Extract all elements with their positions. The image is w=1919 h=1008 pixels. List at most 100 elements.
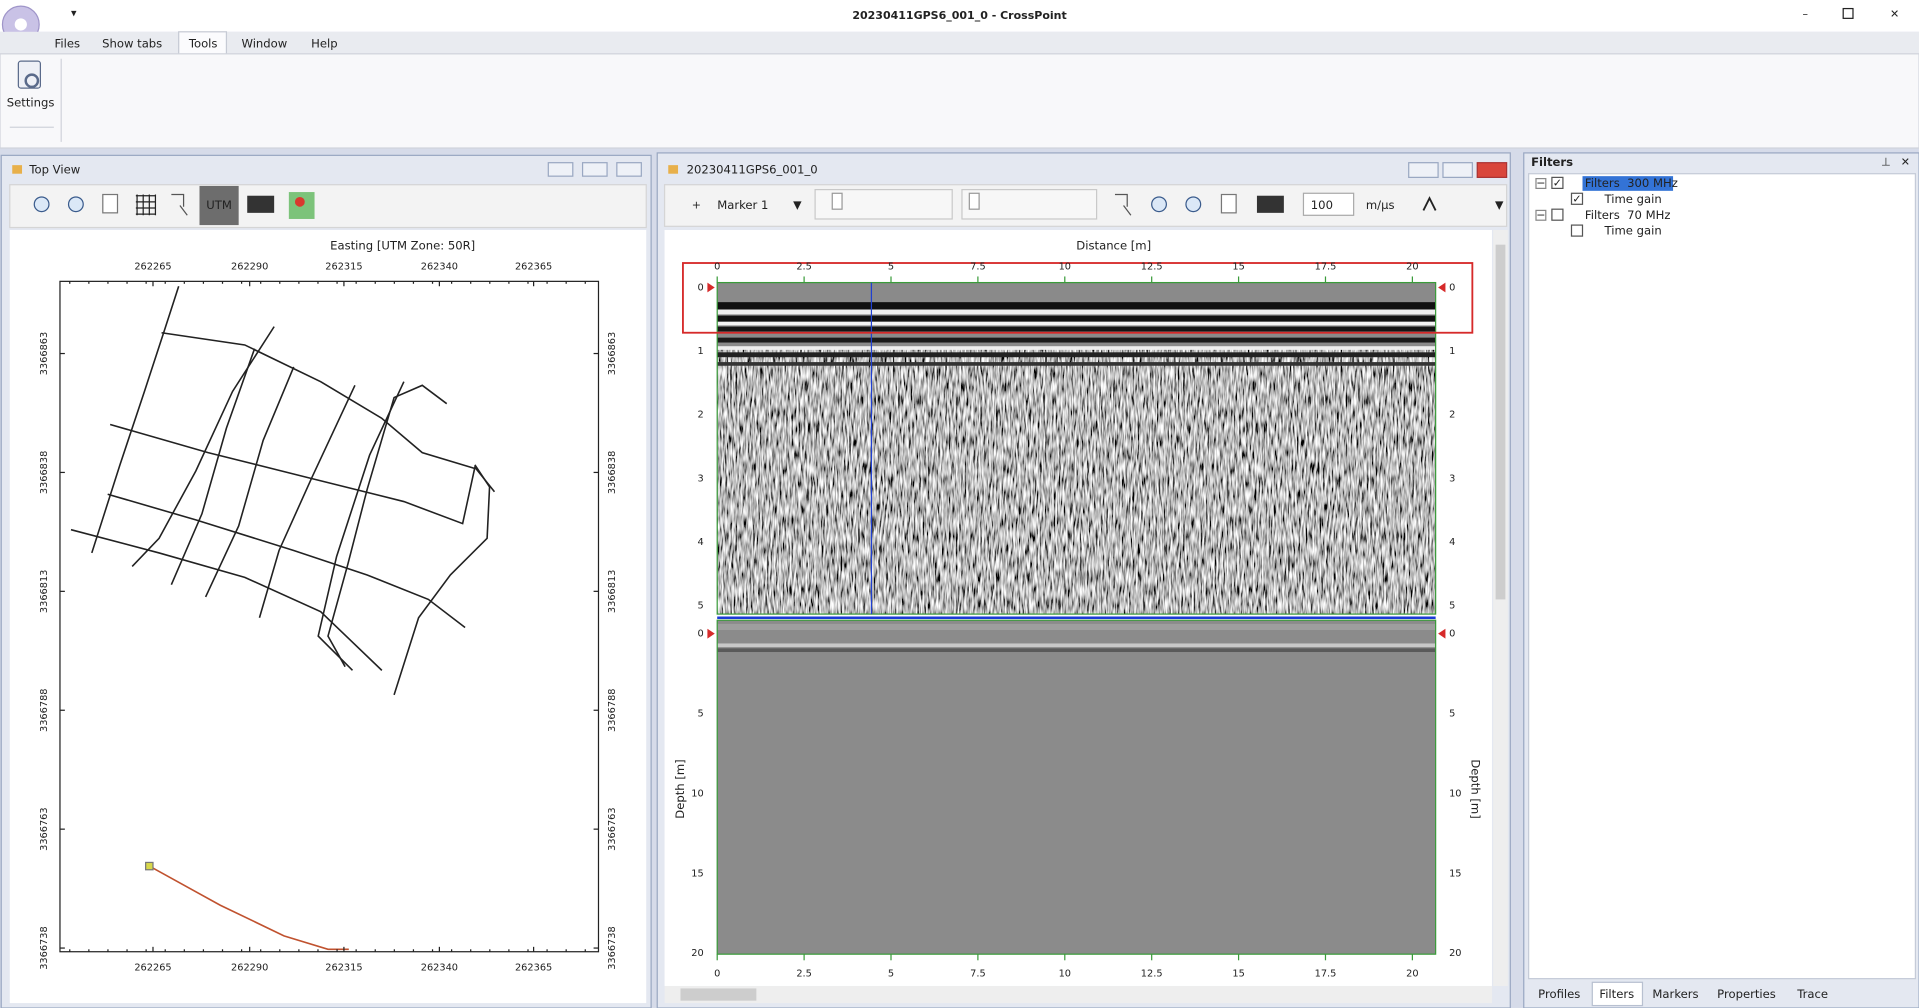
close-filters-button[interactable]: ✕ xyxy=(1901,156,1910,169)
depth-tick-label: 0 xyxy=(698,629,704,640)
panel-tab[interactable]: Trace xyxy=(1796,987,1828,1001)
panel-close[interactable] xyxy=(1476,162,1508,178)
vertical-scroll-thumb[interactable] xyxy=(1495,244,1506,600)
easting-tick-label: 262290 xyxy=(231,963,268,974)
depth-markers xyxy=(707,282,1446,639)
expand-toggle[interactable] xyxy=(1535,209,1547,221)
survey-track xyxy=(107,493,466,629)
toolbar-overflow[interactable]: ▼ xyxy=(1495,199,1504,212)
distance-tick-label: 0 xyxy=(714,262,720,273)
expand-toggle[interactable] xyxy=(1535,177,1547,189)
settings-label[interactable]: Settings xyxy=(7,95,55,109)
panel-tab[interactable]: Properties xyxy=(1717,987,1776,1001)
band xyxy=(717,362,1436,366)
select-button[interactable] xyxy=(1114,193,1132,216)
panel-restore[interactable] xyxy=(581,162,608,177)
depth-tick-label: 5 xyxy=(1449,601,1455,612)
radargram-70mhz xyxy=(717,620,1436,955)
profile-title: 20230411GPS6_001_0 xyxy=(687,163,818,177)
band xyxy=(717,623,1436,630)
depth-tick-label: 4 xyxy=(1449,537,1455,548)
slider-2[interactable] xyxy=(961,188,1098,220)
panel-minimize[interactable] xyxy=(547,162,574,177)
page-button[interactable] xyxy=(1220,193,1237,214)
distance-tick-label: 10 xyxy=(1059,969,1071,980)
zoom-out-button[interactable] xyxy=(67,196,84,213)
depth-tick-label: 0 xyxy=(1449,282,1455,293)
filter-checkbox[interactable] xyxy=(1551,208,1564,221)
close-button[interactable]: ✕ xyxy=(1890,8,1899,21)
northing-tick-label: 3366738 xyxy=(39,926,50,969)
menu-item[interactable]: Help xyxy=(311,37,337,51)
horizontal-scrollbar[interactable] xyxy=(664,985,1492,1004)
depth-tick-label: 3 xyxy=(698,473,704,484)
quick-access-dropdown[interactable]: ▾ xyxy=(71,6,77,19)
filter-label[interactable]: Time gain xyxy=(1604,192,1662,206)
marker-select[interactable]: Marker 1 xyxy=(717,198,768,212)
hyperbola-button[interactable] xyxy=(1422,196,1437,211)
distance-tick-label: 2.5 xyxy=(796,969,812,980)
zoom-in-button[interactable] xyxy=(33,196,50,213)
menu-item[interactable]: Tools xyxy=(188,37,218,51)
panel-minimize[interactable] xyxy=(1408,162,1439,178)
distance-tick-label: 17.5 xyxy=(1315,262,1337,273)
filter-checkbox[interactable] xyxy=(1570,224,1584,237)
depth-tick-label: 20 xyxy=(691,948,703,959)
print-button[interactable] xyxy=(1256,195,1284,213)
maximize-button[interactable] xyxy=(1842,7,1854,19)
filter-checkbox[interactable] xyxy=(1570,192,1584,205)
panel-restore[interactable] xyxy=(1442,162,1473,178)
depth-tick-label: 15 xyxy=(1449,868,1461,879)
depth-marker xyxy=(1438,628,1446,639)
pin-button[interactable]: ⊥ xyxy=(1881,156,1891,169)
menu-item[interactable]: Window xyxy=(241,37,287,51)
add-marker-button[interactable]: + xyxy=(692,199,701,212)
minimize-button[interactable]: – xyxy=(1803,8,1809,21)
print-button[interactable] xyxy=(247,195,275,213)
slider-2-thumb[interactable] xyxy=(968,192,980,210)
distance-tick-label: 20 xyxy=(1406,969,1418,980)
zoom-out-button[interactable] xyxy=(1185,196,1202,213)
menu-bar xyxy=(0,31,1919,54)
depth-tick-label: 3 xyxy=(1449,473,1455,484)
velocity-input[interactable] xyxy=(1302,192,1355,216)
slider-1-thumb[interactable] xyxy=(831,192,843,210)
utm-label[interactable]: UTM xyxy=(206,198,232,212)
band xyxy=(717,643,1436,648)
depth-tick-label: 0 xyxy=(1449,629,1455,640)
velocity-unit: m/µs xyxy=(1366,198,1395,212)
distance-tick-label: 10 xyxy=(1059,262,1071,273)
panel-icon xyxy=(12,165,23,174)
menu-item[interactable]: Show tabs xyxy=(102,37,162,51)
menu-item[interactable]: Files xyxy=(55,37,80,51)
panel-close[interactable] xyxy=(616,162,642,177)
panel-tab[interactable]: Profiles xyxy=(1538,987,1580,1001)
northing-tick-label: 3366813 xyxy=(607,570,618,613)
filter-label[interactable]: Time gain xyxy=(1604,224,1662,238)
survey-track xyxy=(317,381,405,671)
filter-group-label[interactable]: Filters 70 MHz xyxy=(1585,208,1671,222)
filter-checkbox[interactable] xyxy=(1551,176,1564,189)
easting-axis-title: Easting [UTM Zone: 50R] xyxy=(330,238,475,252)
distance-tick-label: 7.5 xyxy=(970,262,986,273)
northing-tick-label: 3366738 xyxy=(607,926,618,969)
map-pin xyxy=(294,196,305,207)
band xyxy=(717,352,1436,358)
marker-dropdown[interactable]: ▼ xyxy=(793,199,802,212)
velocity-value[interactable]: 100 xyxy=(1311,198,1333,212)
page-button[interactable] xyxy=(102,193,119,214)
utm-button[interactable] xyxy=(199,185,239,226)
panel-tab[interactable]: Filters xyxy=(1599,987,1634,1001)
survey-track xyxy=(170,348,256,586)
survey-track xyxy=(109,423,496,525)
depth-tick-label: 4 xyxy=(698,537,704,548)
panel-tab[interactable]: Markers xyxy=(1652,987,1698,1001)
depth-tick-label: 10 xyxy=(1449,788,1461,799)
grid-button[interactable] xyxy=(135,194,157,216)
easting-tick-label: 262365 xyxy=(515,262,552,273)
filter-group-label[interactable]: Filters 300 MHz xyxy=(1585,176,1678,190)
horizontal-scroll-thumb[interactable] xyxy=(680,988,757,1001)
zoom-in-button[interactable] xyxy=(1151,196,1167,213)
select-button[interactable] xyxy=(171,193,188,216)
